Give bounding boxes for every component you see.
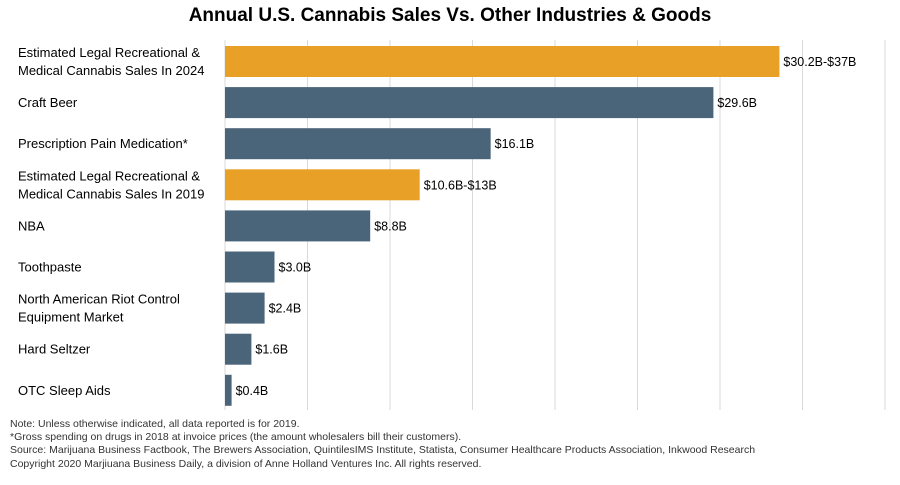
- bar-0: [225, 46, 780, 77]
- bar-2: [225, 128, 491, 160]
- category-label: Hard Seltzer: [18, 342, 91, 357]
- category-label: Prescription Pain Medication*: [18, 136, 188, 151]
- chart-notes: Note: Unless otherwise indicated, all da…: [10, 418, 890, 471]
- value-label: $16.1B: [495, 137, 535, 151]
- copyright-line: Copyright 2020 Marjiuana Business Daily,…: [10, 457, 482, 470]
- bar-3: [225, 169, 420, 201]
- value-label: $1.6B: [255, 343, 288, 357]
- note-line: Note: Unless otherwise indicated, all da…: [10, 418, 300, 430]
- value-label: $8.8B: [374, 219, 407, 233]
- category-label: North American Riot Control Equipment Mar…: [18, 292, 180, 325]
- bar-4: [225, 210, 371, 242]
- value-label: $2.4B: [269, 302, 302, 316]
- value-label: $10.6B-$13B: [424, 178, 497, 192]
- footnote-line: *Gross spending on drugs in 2018 at invo…: [10, 431, 462, 444]
- category-label: Toothpaste: [18, 260, 82, 275]
- category-label: NBA: [18, 218, 45, 233]
- bars: [225, 46, 780, 406]
- source-line: Source: Marijuana Business Factbook, The…: [10, 444, 756, 457]
- value-label: $0.4B: [236, 384, 269, 398]
- value-label: $30.2B-$37B: [783, 55, 856, 69]
- category-label: Estimated Legal Recreational & Medical Ca…: [18, 45, 204, 78]
- bar-8: [225, 374, 232, 406]
- category-label: Craft Beer: [18, 95, 78, 110]
- category-labels: Estimated Legal Recreational & Medical Ca…: [18, 45, 204, 398]
- chart-title: Annual U.S. Cannabis Sales Vs. Other Ind…: [188, 5, 712, 26]
- bar-7: [225, 333, 252, 365]
- category-label: Estimated Legal Recreational & Medical Ca…: [18, 168, 204, 201]
- value-label: $29.6B: [717, 96, 757, 110]
- bar-6: [225, 292, 265, 324]
- category-label: OTC Sleep Aids: [18, 383, 111, 398]
- value-labels: $30.2B-$37B $29.6B $16.1B $10.6B-$13B $8.8B $…: [236, 55, 857, 398]
- value-label: $3.0B: [279, 261, 312, 275]
- bar-5: [225, 251, 275, 283]
- bar-chart: Estimated Legal Recreational & Medical Ca…: [18, 40, 886, 410]
- bar-1: [225, 87, 714, 119]
